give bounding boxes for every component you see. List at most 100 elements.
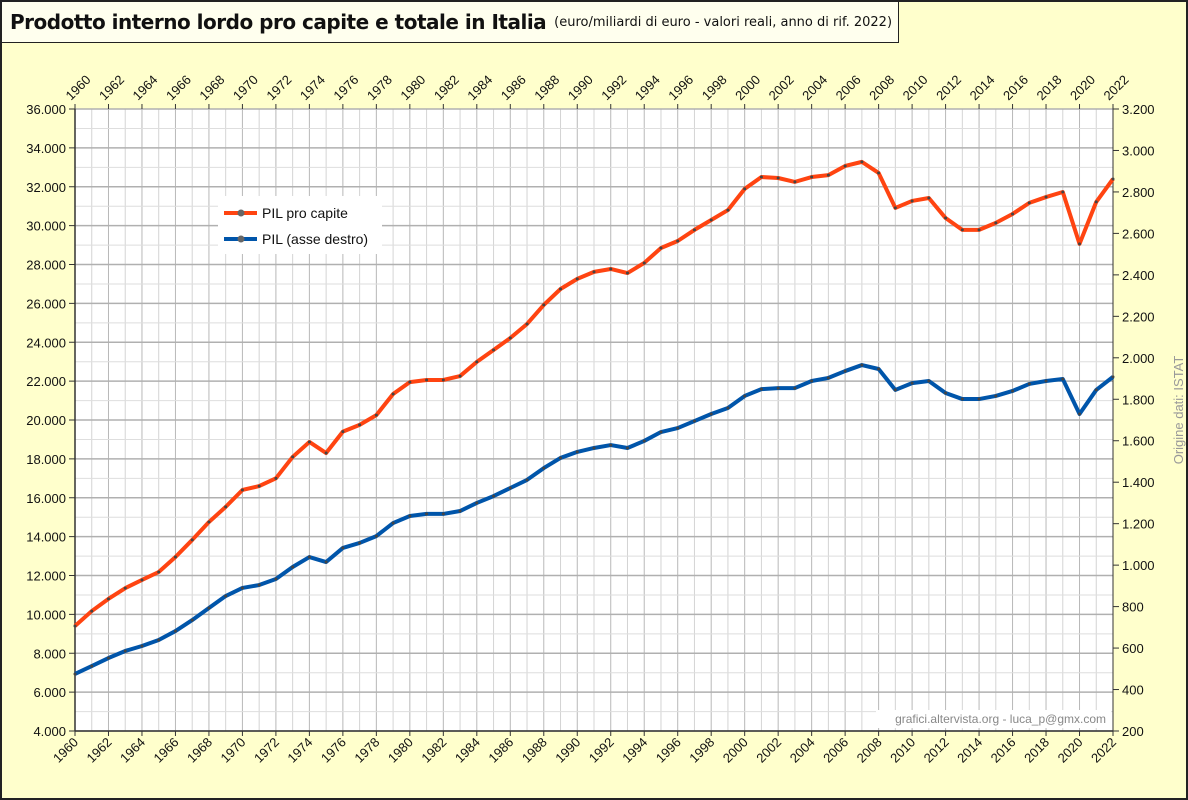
data-point	[826, 173, 830, 177]
data-point	[709, 218, 713, 222]
data-point	[1027, 201, 1031, 205]
top-tick-label: 2014	[967, 72, 998, 103]
data-point	[374, 413, 378, 417]
legend-marker-pil-pro-capite	[237, 209, 245, 217]
legend-label-pil: PIL (asse destro)	[262, 231, 368, 247]
left-tick-label: 18.000	[26, 452, 66, 467]
bottom-tick-label: 1968	[184, 735, 215, 766]
data-point	[140, 644, 144, 648]
data-point	[542, 303, 546, 307]
data-point	[625, 446, 629, 450]
bottom-tick-label: 1976	[318, 735, 349, 766]
data-point	[927, 379, 931, 383]
data-point	[291, 455, 295, 459]
data-point	[307, 555, 311, 559]
bottom-tick-label: 2014	[954, 735, 985, 766]
top-tick-label: 1960	[63, 72, 94, 103]
bottom-tick-label: 1970	[217, 735, 248, 766]
data-point	[1061, 377, 1065, 381]
data-point	[692, 228, 696, 232]
data-point	[994, 394, 998, 398]
bottom-tick-label: 2002	[753, 735, 784, 766]
data-point	[358, 423, 362, 427]
right-tick-label: 3.200	[1122, 102, 1155, 117]
bottom-tick-label: 2004	[787, 735, 818, 766]
top-tick-label: 1962	[96, 72, 127, 103]
left-tick-label: 12.000	[26, 569, 66, 584]
data-point	[1094, 388, 1098, 392]
top-tick-label: 2020	[1067, 72, 1098, 103]
data-point	[810, 379, 814, 383]
data-point	[743, 187, 747, 191]
bottom-tick-label: 1978	[351, 735, 382, 766]
data-point	[73, 624, 77, 628]
left-tick-label: 34.000	[26, 141, 66, 156]
left-tick-label: 20.000	[26, 413, 66, 428]
data-point	[525, 322, 529, 326]
data-point	[592, 446, 596, 450]
top-tick-label: 1970	[230, 72, 261, 103]
top-tick-label: 1978	[364, 72, 395, 103]
data-point	[358, 541, 362, 545]
data-point	[458, 509, 462, 513]
data-point	[1044, 195, 1048, 199]
data-point	[726, 406, 730, 410]
top-tick-label: 1990	[565, 72, 596, 103]
credit-text: grafici.altervista.org - luca_p@gmx.com	[895, 712, 1106, 726]
data-point	[224, 594, 228, 598]
data-point	[625, 271, 629, 275]
data-point	[492, 348, 496, 352]
data-point	[542, 466, 546, 470]
chart-subtitle: (euro/miliardi di euro - valori reali, a…	[554, 14, 893, 30]
bottom-tick-label: 1966	[151, 735, 182, 766]
bottom-tick-label: 2012	[921, 735, 952, 766]
top-tick-label: 2022	[1101, 72, 1132, 103]
data-point	[374, 534, 378, 538]
data-point	[106, 597, 110, 601]
bottom-tick-label: 1984	[452, 735, 483, 766]
right-tick-label: 2.600	[1122, 226, 1155, 241]
data-point	[90, 609, 94, 613]
bottom-tick-label: 1962	[84, 735, 115, 766]
credit-bg	[876, 710, 1111, 728]
data-point	[759, 387, 763, 391]
top-tick-label: 1964	[129, 72, 160, 103]
data-point	[190, 618, 194, 622]
data-point	[893, 206, 897, 210]
data-point	[106, 656, 110, 660]
legend: PIL pro capite PIL (asse destro)	[218, 196, 382, 254]
left-tick-label: 16.000	[26, 491, 66, 506]
data-point	[508, 336, 512, 340]
top-tick-label: 1968	[196, 72, 227, 103]
title-box: Prodotto interno lordo pro capite e tota…	[2, 2, 899, 43]
data-point	[441, 378, 445, 382]
right-tick-label: 2.200	[1122, 309, 1155, 324]
data-point	[240, 586, 244, 590]
data-point	[692, 419, 696, 423]
data-point	[157, 638, 161, 642]
top-tick-label: 1996	[665, 72, 696, 103]
data-point	[1111, 177, 1115, 181]
data-point	[927, 196, 931, 200]
data-point	[592, 270, 596, 274]
data-point	[508, 486, 512, 490]
data-point	[525, 478, 529, 482]
top-tick-label: 1976	[330, 72, 361, 103]
bottom-tick-label: 2018	[1021, 735, 1052, 766]
top-tick-label: 2010	[900, 72, 931, 103]
data-point	[642, 261, 646, 265]
left-tick-label: 36.000	[26, 102, 66, 117]
data-point	[492, 494, 496, 498]
bottom-tick-label: 1960	[50, 735, 81, 766]
right-tick-label: 2.000	[1122, 351, 1155, 366]
data-point	[391, 392, 395, 396]
data-point	[559, 456, 563, 460]
right-tick-label: 1.000	[1122, 558, 1155, 573]
top-tick-label: 2004	[799, 72, 830, 103]
right-tick-label: 800	[1122, 600, 1144, 615]
data-point	[843, 369, 847, 373]
data-point	[173, 629, 177, 633]
data-point	[123, 649, 127, 653]
